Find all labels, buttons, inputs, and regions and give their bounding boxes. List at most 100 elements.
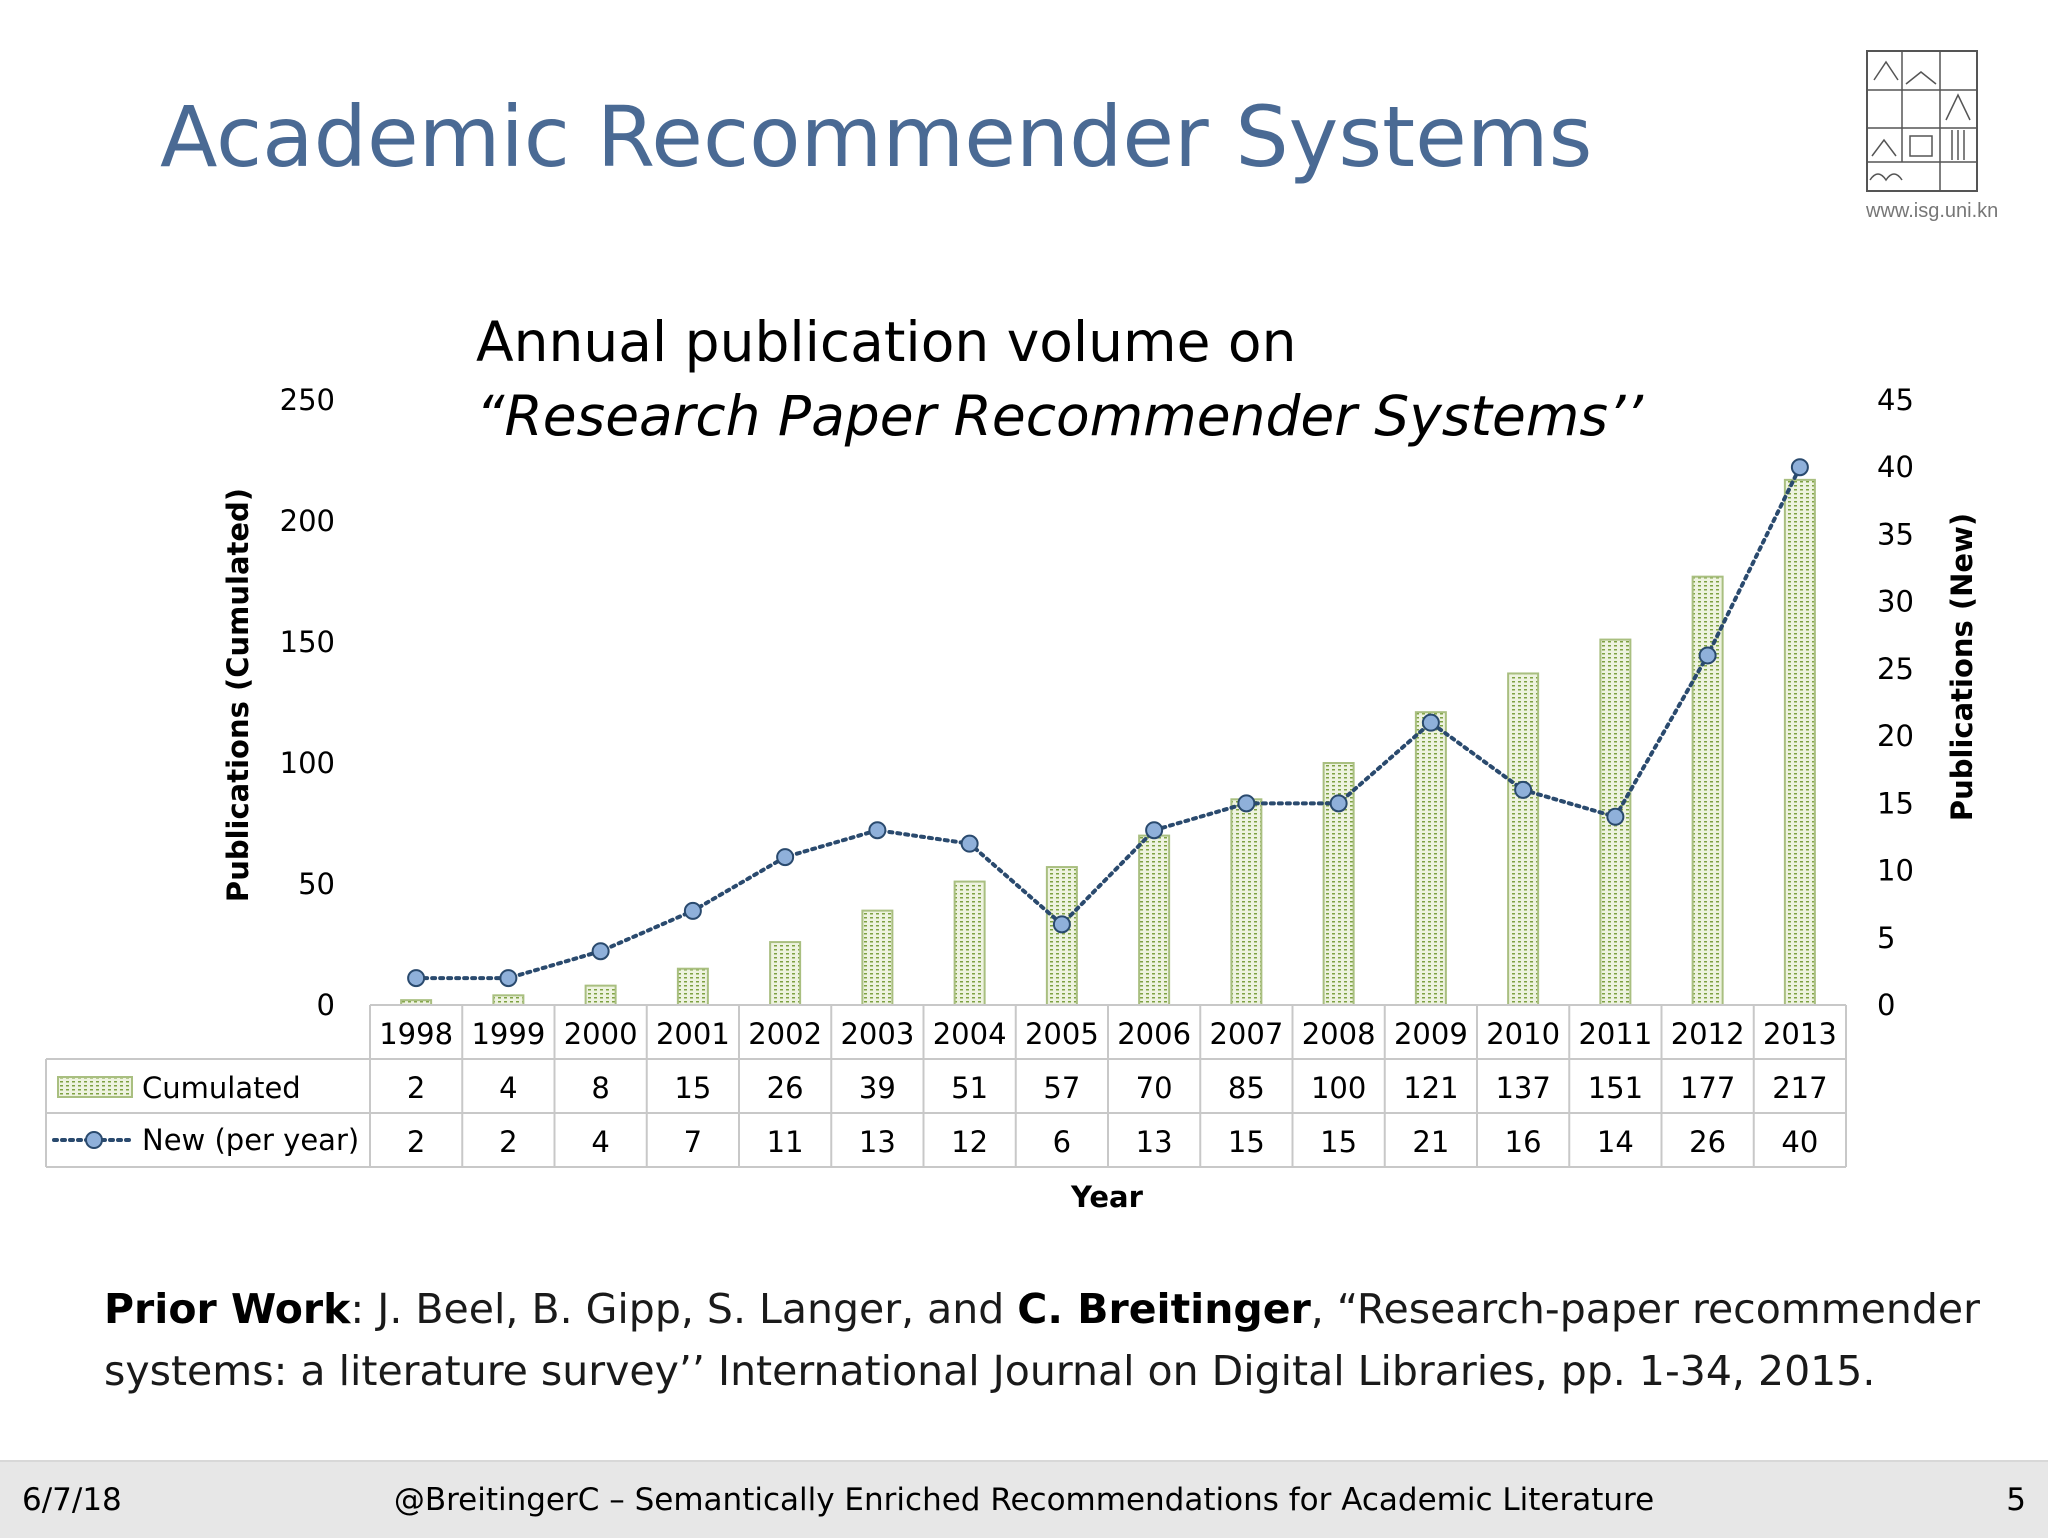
footer-date: 6/7/18 — [22, 1482, 122, 1518]
point-new-per-year — [1606, 807, 1625, 826]
table-cell-cumulated: 85 — [1228, 1071, 1265, 1105]
table-cell-cumulated: 39 — [859, 1071, 896, 1105]
legend-marker-new — [85, 1131, 103, 1149]
x-tick-label: 1999 — [471, 1017, 545, 1051]
y-tick-label: 50 — [298, 867, 335, 901]
chart-title: Annual publication volume on — [476, 310, 1297, 374]
bar-cumulated — [769, 941, 802, 1007]
table-cell-cumulated: 217 — [1772, 1071, 1827, 1105]
table-cell-new: 7 — [684, 1125, 702, 1159]
table-cell-cumulated: 121 — [1403, 1071, 1458, 1105]
point-new-per-year — [591, 942, 610, 961]
point-new-per-year — [407, 969, 426, 988]
legend-label-cumulated: Cumulated — [142, 1071, 301, 1105]
table-cell-new: 4 — [591, 1125, 609, 1159]
table-cell-new: 21 — [1412, 1125, 1449, 1159]
y-tick-label: 100 — [280, 746, 335, 780]
point-new-per-year — [499, 969, 518, 988]
x-tick-label: 2002 — [748, 1017, 822, 1051]
y-tick-label: 200 — [280, 504, 335, 538]
bar-cumulated — [1230, 798, 1263, 1006]
university-logo — [1866, 50, 1978, 192]
chart-subtitle: “Research Paper Recommender Systems’’ — [476, 384, 1644, 448]
table-cell-cumulated: 57 — [1043, 1071, 1080, 1105]
y2-tick-label: 35 — [1877, 517, 1914, 551]
table-cell-cumulated: 15 — [674, 1071, 711, 1105]
y-tick-label: 0 — [317, 988, 335, 1022]
table-cell-cumulated: 4 — [499, 1071, 517, 1105]
table-cell-new: 14 — [1597, 1125, 1634, 1159]
table-cell-cumulated: 137 — [1495, 1071, 1550, 1105]
bar-cumulated — [1507, 672, 1540, 1007]
x-tick-label: 2003 — [840, 1017, 914, 1051]
chart-title-block: Annual publication volume on “Research P… — [476, 305, 1643, 453]
citation-highlight-author: C. Breitinger — [1017, 1285, 1311, 1333]
table-cell-cumulated: 51 — [951, 1071, 988, 1105]
y2-tick-label: 30 — [1877, 585, 1914, 619]
x-tick-label: 2007 — [1209, 1017, 1283, 1051]
citation-rest: , “Research-paper recommender systems: a… — [104, 1285, 1980, 1395]
x-tick-label: 2013 — [1763, 1017, 1837, 1051]
y-tick-label: 250 — [280, 383, 335, 417]
table-cell-new: 40 — [1781, 1125, 1818, 1159]
x-tick-label: 2005 — [1025, 1017, 1099, 1051]
bar-cumulated — [1414, 711, 1447, 1006]
y2-tick-label: 20 — [1877, 719, 1914, 753]
x-tick-label: 2000 — [564, 1017, 638, 1051]
point-new-per-year — [868, 821, 887, 840]
bar-cumulated — [676, 967, 709, 1007]
citation: Prior Work: J. Beel, B. Gipp, S. Langer,… — [104, 1278, 1984, 1402]
x-tick-label: 1998 — [379, 1017, 453, 1051]
x-tick-label: 2011 — [1578, 1017, 1652, 1051]
prior-work-label: Prior Work — [104, 1285, 351, 1333]
x-tick-label: 2012 — [1671, 1017, 1745, 1051]
table-cell-new: 12 — [951, 1125, 988, 1159]
x-tick-label: 2010 — [1486, 1017, 1560, 1051]
x-tick-label: 2006 — [1117, 1017, 1191, 1051]
point-new-per-year — [960, 834, 979, 853]
bar-cumulated — [1138, 834, 1171, 1006]
point-new-per-year — [776, 848, 795, 867]
table-cell-cumulated: 2 — [407, 1071, 425, 1105]
table-cell-new: 15 — [1228, 1125, 1265, 1159]
table-cell-cumulated: 151 — [1588, 1071, 1643, 1105]
table-cell-new: 13 — [1136, 1125, 1173, 1159]
point-new-per-year — [1698, 646, 1717, 665]
legend-swatch-cumulated — [57, 1076, 133, 1098]
table-cell-new: 11 — [767, 1125, 804, 1159]
y2-tick-label: 40 — [1877, 450, 1914, 484]
point-new-per-year — [1052, 915, 1071, 934]
y2-tick-label: 10 — [1877, 854, 1914, 888]
footer-center: @BreitingerC – Semantically Enriched Rec… — [393, 1482, 1655, 1518]
point-new-per-year — [1790, 458, 1809, 477]
bar-cumulated — [1691, 575, 1724, 1006]
bar-cumulated — [584, 984, 617, 1007]
x-tick-label: 2008 — [1302, 1017, 1376, 1051]
table-cell-new: 26 — [1689, 1125, 1726, 1159]
y2-tick-label: 25 — [1877, 652, 1914, 686]
table-cell-new: 2 — [407, 1125, 425, 1159]
y2-tick-label: 45 — [1877, 383, 1914, 417]
table-cell-cumulated: 8 — [591, 1071, 609, 1105]
page-number: 5 — [2006, 1482, 2026, 1518]
x-tick-label: 2009 — [1394, 1017, 1468, 1051]
legend-label-new: New (per year) — [142, 1123, 359, 1157]
line-new-per-year — [414, 465, 1802, 981]
table-cell-new: 13 — [859, 1125, 896, 1159]
table-cell-cumulated: 26 — [767, 1071, 804, 1105]
slide-title: Academic Recommender Systems — [160, 88, 1593, 186]
x-axis-label: Year — [1070, 1180, 1144, 1214]
table-cell-cumulated: 70 — [1136, 1071, 1173, 1105]
y2-axis-label: Publications (New) — [1945, 513, 1979, 821]
y-axis-label: Publications (Cumulated) — [221, 488, 255, 902]
table-cell-new: 2 — [499, 1125, 517, 1159]
slide-footer: 6/7/18 @BreitingerC – Semantically Enric… — [0, 1460, 2048, 1538]
citation-authors: : J. Beel, B. Gipp, S. Langer, and — [350, 1285, 1018, 1333]
point-new-per-year — [1145, 821, 1164, 840]
point-new-per-year — [1421, 713, 1440, 732]
table-cell-new: 6 — [1053, 1125, 1071, 1159]
point-new-per-year — [1329, 794, 1348, 813]
bar-cumulated — [492, 994, 525, 1007]
logo-url: www.isg.uni.kn — [1866, 200, 1999, 222]
y-tick-label: 150 — [280, 625, 335, 659]
